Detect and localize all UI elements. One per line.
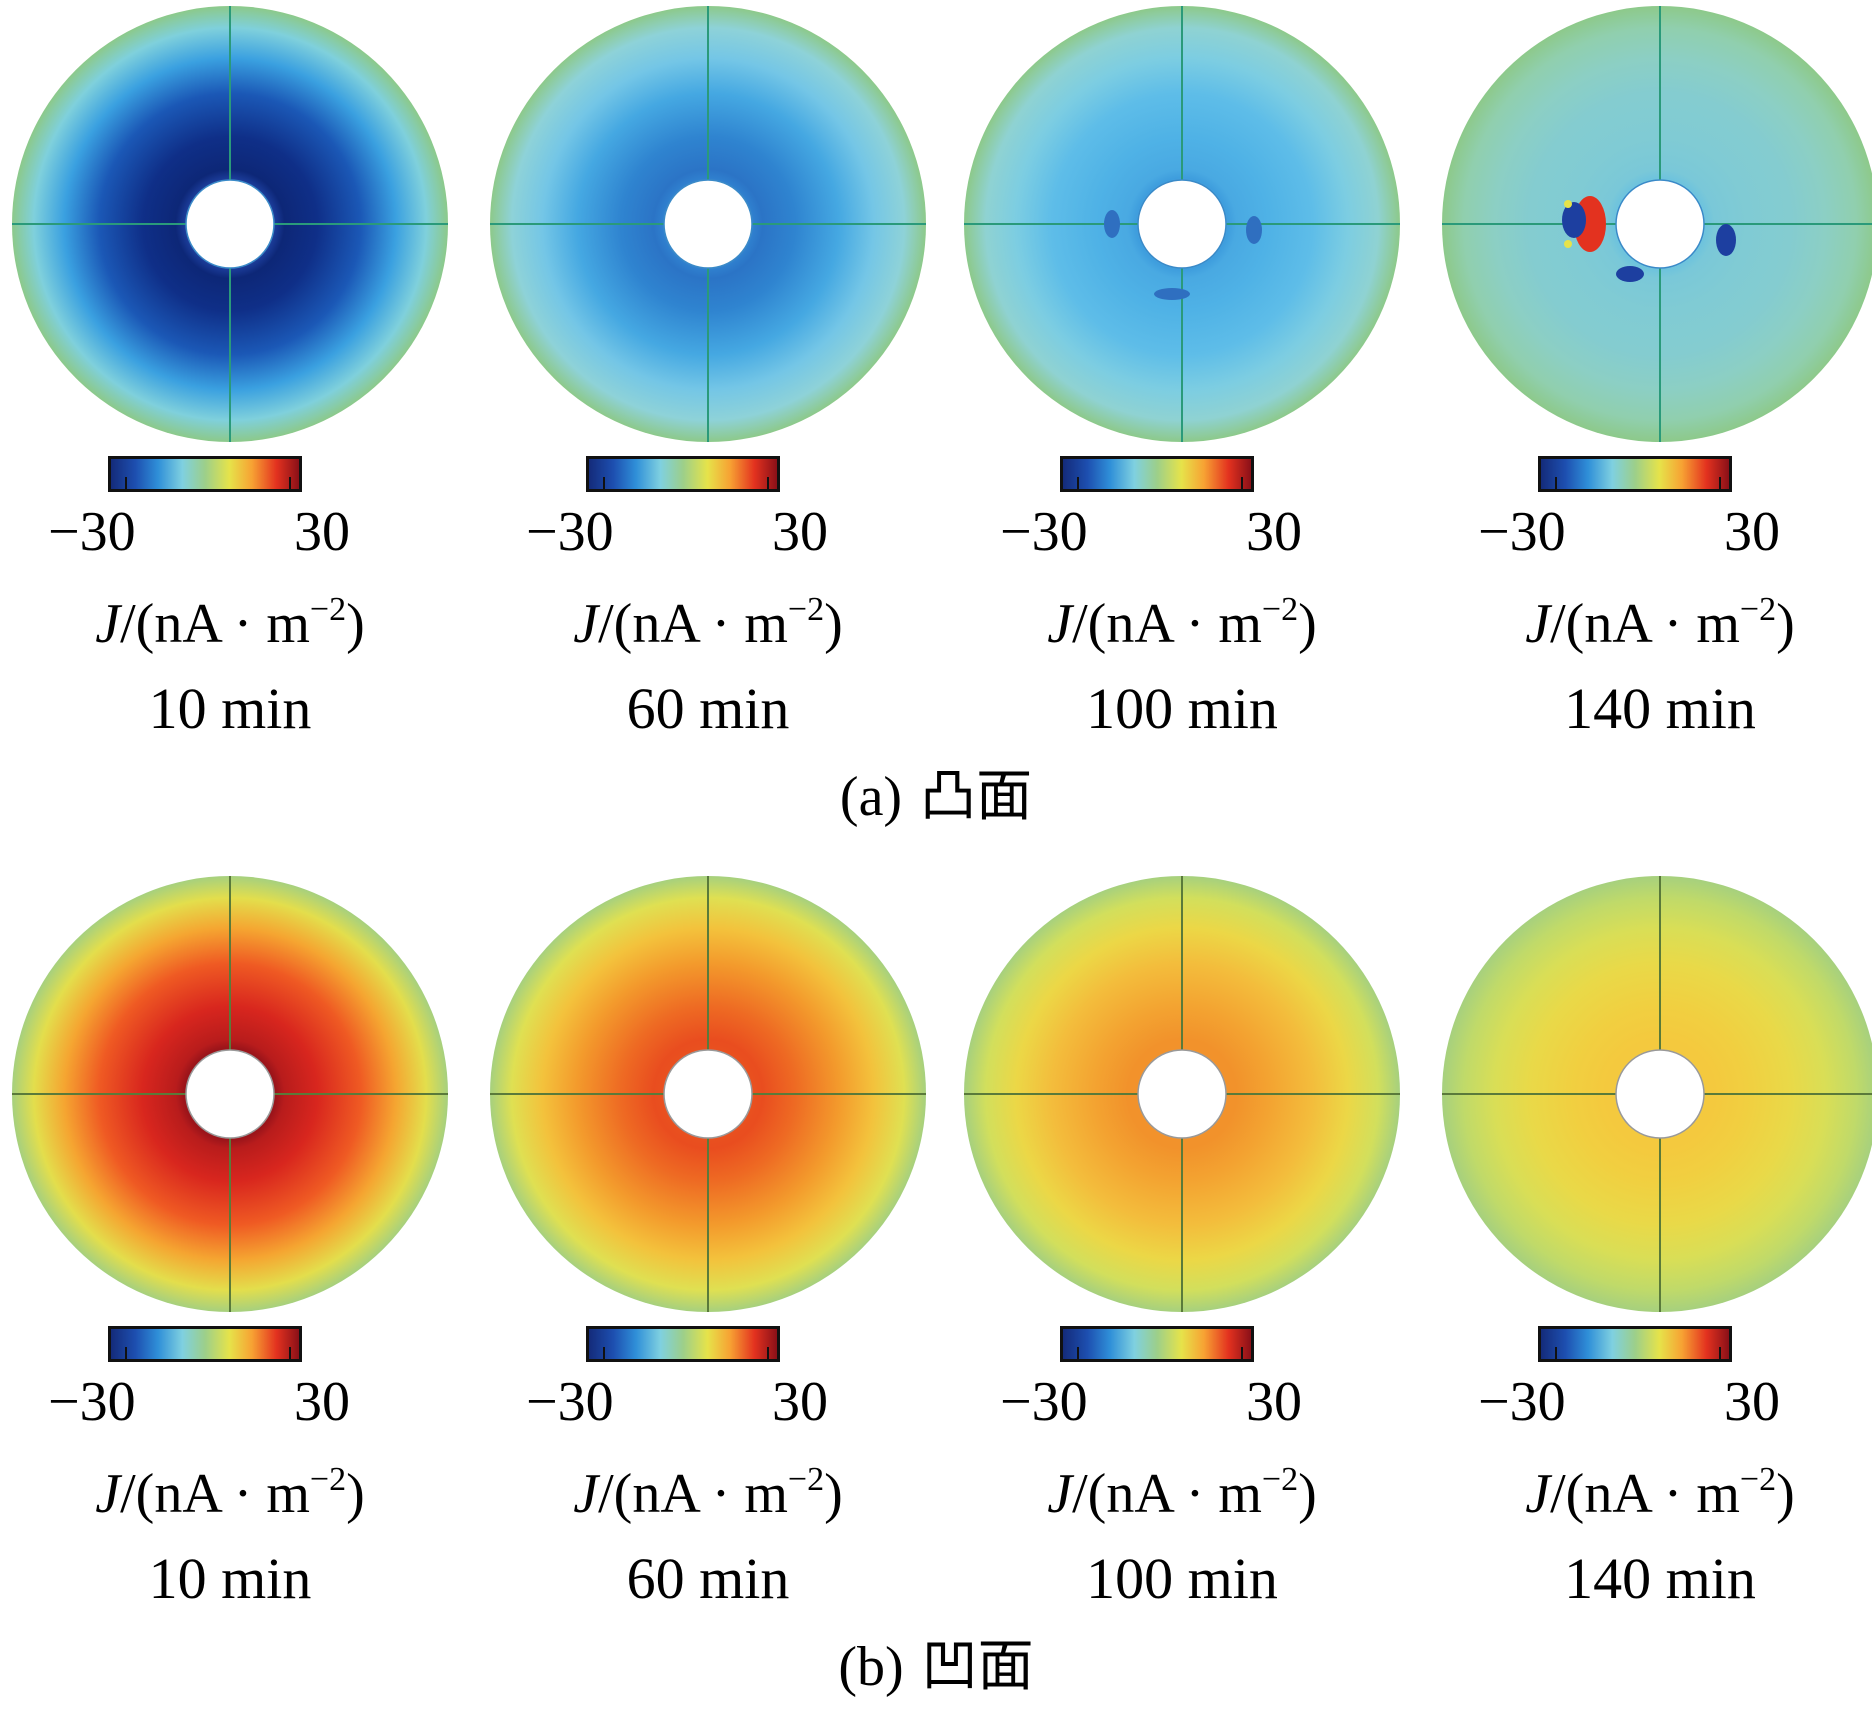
time-label: 60 min <box>626 1546 790 1611</box>
colorbar-min-label: −30 <box>1478 501 1566 563</box>
frame-b-3: −30 30 J/(nA · m−2) 100 min <box>952 870 1412 1630</box>
corrosion-spot <box>1562 202 1586 238</box>
center-hole <box>663 1049 753 1139</box>
unit-label: J/(nA · m−2) <box>573 591 843 655</box>
center-hole <box>1615 179 1705 269</box>
corrosion-spot <box>1104 210 1120 238</box>
current-density-disk <box>490 6 926 442</box>
colorbar <box>1060 1326 1254 1362</box>
colorbar <box>1060 456 1254 492</box>
center-hole <box>1137 179 1227 269</box>
colorbar-min-label: −30 <box>1478 1371 1566 1433</box>
corrosion-spot <box>1564 240 1572 248</box>
time-label: 140 min <box>1564 676 1756 741</box>
colorbar-min-label: −30 <box>1000 1371 1088 1433</box>
colorbar-max-label: 30 <box>294 1371 350 1433</box>
unit-label: J/(nA · m−2) <box>95 1461 365 1525</box>
colorbar-min-label: −30 <box>1000 501 1088 563</box>
time-label: 100 min <box>1086 676 1278 741</box>
center-hole <box>663 179 753 269</box>
colorbar-max-label: 30 <box>1724 1371 1780 1433</box>
corrosion-spot <box>1564 200 1572 208</box>
center-hole <box>1615 1049 1705 1139</box>
time-label: 140 min <box>1564 1546 1756 1611</box>
colorbar <box>108 1326 302 1362</box>
colorbar <box>1538 1326 1732 1362</box>
colorbar-min-label: −30 <box>48 1371 136 1433</box>
frame-b-1: −30 30 J/(nA · m−2) 10 min <box>0 870 460 1630</box>
frame-a-4: −30 30 J/(nA · m−2) 140 min <box>1430 0 1872 760</box>
unit-label: J/(nA · m−2) <box>1047 1461 1317 1525</box>
unit-label: J/(nA · m−2) <box>1525 1461 1795 1525</box>
current-density-disk <box>1442 6 1872 442</box>
unit-label: J/(nA · m−2) <box>1047 591 1317 655</box>
time-label: 10 min <box>148 1546 312 1611</box>
colorbar <box>1538 456 1732 492</box>
current-density-disk <box>12 6 448 442</box>
corrosion-spot <box>1716 224 1736 256</box>
frame-a-2: −30 30 J/(nA · m−2) 60 min <box>478 0 938 760</box>
colorbar <box>586 1326 780 1362</box>
frame-b-4: −30 30 J/(nA · m−2) 140 min <box>1430 870 1872 1630</box>
time-label: 100 min <box>1086 1546 1278 1611</box>
panel-caption: (b) 凹面 <box>838 1634 1034 1699</box>
colorbar-min-label: −30 <box>526 501 614 563</box>
corrosion-spot <box>1154 288 1190 300</box>
colorbar-max-label: 30 <box>1246 501 1302 563</box>
colorbar <box>108 456 302 492</box>
center-hole <box>1137 1049 1227 1139</box>
current-density-disk <box>490 876 926 1312</box>
colorbar-max-label: 30 <box>1246 1371 1302 1433</box>
colorbar-max-label: 30 <box>1724 501 1780 563</box>
center-hole <box>185 1049 275 1139</box>
frame-a-1: −30 30 J/(nA · m−2) 10 min <box>0 0 460 760</box>
colorbar-min-label: −30 <box>526 1371 614 1433</box>
frame-a-3: −30 30 J/(nA · m−2) 100 min <box>952 0 1412 760</box>
corrosion-spot <box>1616 266 1644 282</box>
panel-concave: −30 30 J/(nA · m−2) 10 min −30 30 J/(nA … <box>0 870 1872 1730</box>
colorbar <box>586 456 780 492</box>
unit-label: J/(nA · m−2) <box>573 1461 843 1525</box>
corrosion-spot <box>1246 216 1262 244</box>
colorbar-min-label: −30 <box>48 501 136 563</box>
unit-label: J/(nA · m−2) <box>1525 591 1795 655</box>
current-density-disk <box>964 6 1400 442</box>
current-density-disk <box>1442 876 1872 1312</box>
panel-convex: −30 30 J/(nA · m−2) 10 min −30 30 J/(nA … <box>0 0 1872 860</box>
unit-label: J/(nA · m−2) <box>95 591 365 655</box>
frame-b-2: −30 30 J/(nA · m−2) 60 min <box>478 870 938 1630</box>
current-density-disk <box>12 876 448 1312</box>
current-density-disk <box>964 876 1400 1312</box>
colorbar-max-label: 30 <box>772 501 828 563</box>
time-label: 60 min <box>626 676 790 741</box>
panel-caption: (a) 凸面 <box>839 764 1033 829</box>
center-hole <box>185 179 275 269</box>
colorbar-max-label: 30 <box>772 1371 828 1433</box>
time-label: 10 min <box>148 676 312 741</box>
colorbar-max-label: 30 <box>294 501 350 563</box>
